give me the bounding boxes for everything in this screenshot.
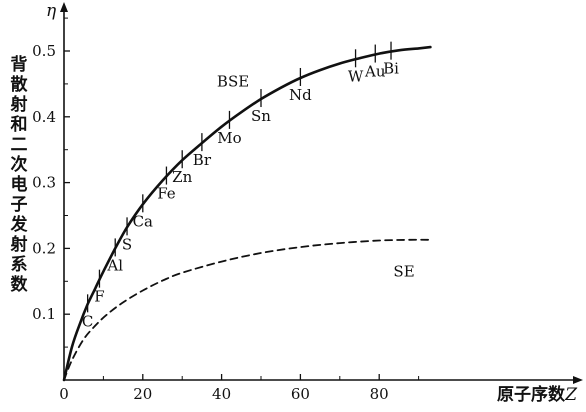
y-axis-symbol: η — [46, 1, 57, 21]
element-label-nd: Nd — [289, 86, 312, 104]
y-tick-label: 0.1 — [32, 305, 56, 323]
x-tick-label: 40 — [212, 385, 231, 403]
y-tick-label: 0.4 — [32, 108, 56, 126]
element-label-c: C — [82, 312, 93, 330]
y-axis-title: 背散射和二次电子发射系数 — [10, 54, 29, 295]
x-tick-label: 0 — [59, 385, 69, 403]
y-axis-arrow — [60, 2, 68, 12]
series-line-se — [63, 238, 432, 381]
element-label-s: S — [122, 235, 132, 253]
y-tick-label: 0.2 — [32, 239, 56, 257]
axes: 0 20 40 60 80 0.1 0.2 0.3 0.4 0.5 — [32, 2, 583, 403]
element-label-sn: Sn — [251, 107, 271, 125]
element-label-al: Al — [106, 256, 123, 274]
element-label-ca: Ca — [133, 212, 153, 230]
y-tick-label: 0.5 — [32, 42, 56, 60]
x-tick-label: 60 — [291, 385, 310, 403]
series-label-se: SE — [393, 262, 414, 280]
element-label-au: Au — [364, 63, 386, 81]
x-tick-label: 80 — [370, 385, 389, 403]
element-label-fe: Fe — [157, 185, 176, 203]
x-axis-arrow — [573, 376, 583, 384]
element-label-mo: Mo — [217, 129, 241, 147]
x-axis-title: 原子序数 — [497, 384, 566, 405]
x-tick-label: 20 — [133, 385, 152, 403]
series-label-bse: BSE — [217, 73, 249, 91]
x-axis-symbol: Z — [564, 385, 578, 405]
y-tick-label: 0.3 — [32, 174, 56, 192]
element-label-bi: Bi — [383, 60, 399, 78]
element-label-zn: Zn — [172, 168, 192, 186]
series-line-bse — [62, 45, 432, 382]
element-label-w: W — [348, 67, 364, 85]
element-label-f: F — [94, 288, 104, 306]
element-label-br: Br — [193, 151, 212, 169]
